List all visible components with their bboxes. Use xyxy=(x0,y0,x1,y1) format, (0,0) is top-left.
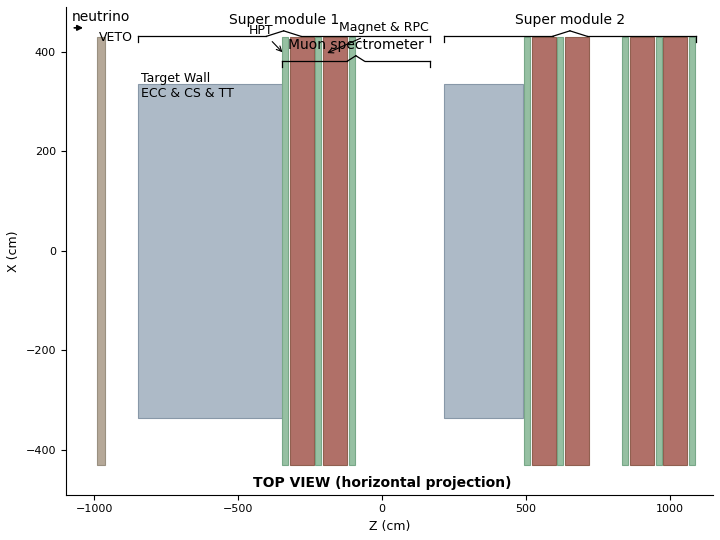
Bar xyxy=(656,37,662,465)
Text: Super module 1: Super module 1 xyxy=(228,13,339,27)
Bar xyxy=(524,37,530,465)
Bar xyxy=(565,37,589,465)
Text: Muon spectrometer: Muon spectrometer xyxy=(288,38,424,52)
Bar xyxy=(289,37,314,465)
Text: Super module 2: Super module 2 xyxy=(515,13,625,27)
X-axis label: Z (cm): Z (cm) xyxy=(369,520,410,533)
Bar xyxy=(622,37,628,465)
Text: neutrino: neutrino xyxy=(71,10,130,24)
Y-axis label: X (cm): X (cm) xyxy=(7,230,20,272)
Bar xyxy=(689,37,695,465)
Bar xyxy=(630,37,654,465)
Text: VETO: VETO xyxy=(99,31,132,44)
Bar xyxy=(531,37,556,465)
Bar xyxy=(97,37,104,465)
Text: Target Wall
ECC & CS & TT: Target Wall ECC & CS & TT xyxy=(140,72,233,100)
Bar xyxy=(663,37,688,465)
Bar xyxy=(323,37,347,465)
Bar xyxy=(557,37,563,465)
Bar xyxy=(348,37,354,465)
Bar xyxy=(315,37,321,465)
Text: Magnet & RPC: Magnet & RPC xyxy=(328,21,429,53)
Bar xyxy=(282,37,288,465)
Text: HPT: HPT xyxy=(249,24,282,51)
Bar xyxy=(138,84,283,417)
Text: TOP VIEW (horizontal projection): TOP VIEW (horizontal projection) xyxy=(253,476,511,490)
Bar xyxy=(444,84,523,417)
